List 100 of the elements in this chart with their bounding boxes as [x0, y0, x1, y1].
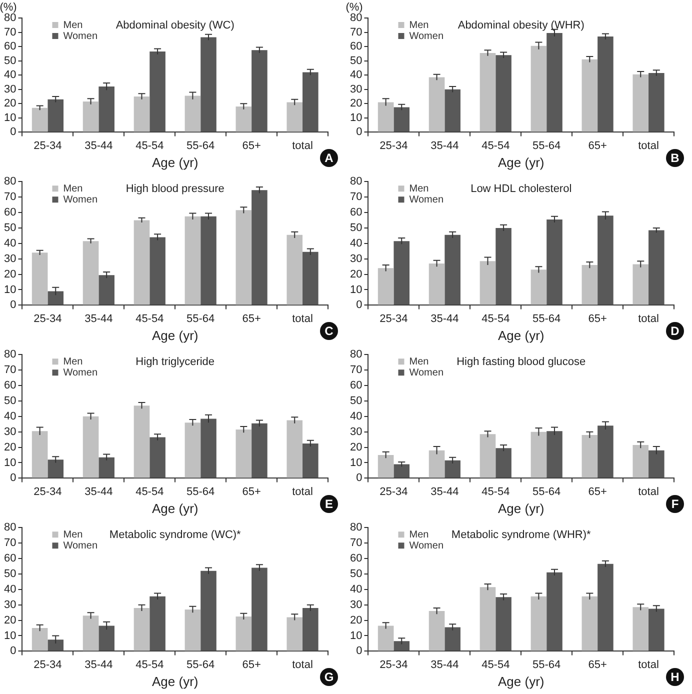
x-tick-label: 65+ [588, 486, 607, 498]
x-tick-label: 35-44 [430, 486, 459, 498]
y-tick-label: 80 [4, 176, 16, 188]
chart-title: High triglyceride [136, 356, 215, 368]
y-tick-label: 40 [350, 69, 362, 82]
x-tick-label: 65+ [242, 486, 261, 498]
chart-title: Metabolic syndrome (WC)* [109, 529, 242, 542]
y-tick-label: 70 [350, 537, 362, 550]
x-tick-label: 45-54 [136, 312, 164, 325]
y-tick-label: 50 [4, 394, 16, 407]
legend-label: Men [409, 356, 429, 368]
x-axis-title: Age (yr) [152, 328, 198, 343]
y-tick-label: 0 [10, 299, 16, 312]
y-tick-label: 0 [10, 645, 16, 658]
x-tick-label: 35-44 [430, 140, 459, 152]
chart-title: Low HDL cholesterol [470, 183, 572, 196]
y-tick-label: 60 [350, 40, 362, 53]
y-tick-label: 20 [4, 441, 16, 454]
chart-title: High fasting blood glucose [456, 356, 586, 368]
x-tick-label: 45-54 [136, 658, 164, 671]
legend-label: Men [63, 356, 83, 368]
text: A [320, 149, 338, 167]
x-tick-label: 35-44 [84, 312, 113, 325]
x-tick-label: 65+ [242, 140, 261, 152]
y-tick-label: 40 [4, 583, 16, 596]
x-tick-label: 45-54 [482, 140, 510, 152]
y-tick-label: 30 [4, 252, 16, 265]
y-tick-label: 0 [356, 472, 362, 484]
x-tick-label: 25-34 [380, 140, 408, 152]
chart-title: Abdominal obesity (WHR) [458, 20, 584, 32]
x-axis-title: Age (yr) [152, 674, 198, 689]
y-tick-label: 50 [350, 394, 362, 407]
x-tick-label: 55-64 [186, 486, 215, 498]
y-tick-label: 10 [4, 284, 16, 296]
x-tick-label: 25-34 [34, 658, 62, 671]
text: C [320, 322, 338, 340]
legend-label: Women [63, 367, 98, 378]
x-tick-label: total [638, 486, 659, 498]
x-tick-label: 65+ [242, 658, 261, 671]
y-tick-label: 60 [4, 206, 16, 219]
x-axis-title: Age (yr) [498, 154, 544, 170]
y-tick-label: 80 [350, 12, 362, 24]
x-tick-label: total [292, 486, 313, 498]
y-tick-label: 70 [350, 26, 362, 38]
y-tick-label: 50 [4, 568, 16, 580]
legend-label: Women [409, 367, 444, 378]
y-tick-label: 50 [350, 222, 362, 234]
y-tick-label: 40 [4, 410, 16, 422]
y-tick-label: 60 [4, 380, 16, 392]
x-axis-title: Age (yr) [498, 500, 544, 516]
y-tick-label: 80 [350, 348, 362, 361]
y-tick-label: 60 [4, 552, 16, 565]
y-axis-title: (%) [0, 2, 17, 14]
y-tick-label: 60 [350, 206, 362, 219]
y-tick-label: 0 [10, 472, 16, 484]
text: F [666, 495, 684, 513]
y-tick-label: 80 [350, 176, 362, 188]
x-tick-label: total [292, 140, 313, 152]
y-tick-label: 60 [350, 380, 362, 392]
y-tick-label: 20 [350, 614, 362, 626]
x-tick-label: 45-54 [482, 312, 510, 325]
y-tick-label: 40 [350, 583, 362, 596]
text: H [666, 668, 684, 686]
y-tick-label: 80 [4, 12, 16, 24]
x-tick-label: 45-54 [482, 486, 510, 498]
legend-label: Women [63, 30, 98, 42]
x-tick-label: 25-34 [380, 658, 408, 671]
y-tick-label: 20 [4, 98, 16, 110]
y-tick-label: 30 [4, 598, 16, 611]
x-tick-label: 65+ [588, 312, 607, 325]
legend-label: Men [409, 529, 429, 540]
y-tick-label: 80 [350, 522, 362, 534]
y-tick-label: 60 [350, 552, 362, 565]
x-tick-label: 25-34 [34, 486, 62, 498]
y-tick-label: 10 [350, 456, 362, 469]
x-tick-label: total [638, 658, 659, 671]
x-tick-label: total [292, 312, 313, 325]
legend-label: Women [409, 540, 444, 552]
y-tick-label: 10 [350, 630, 362, 642]
legend-label: Men [63, 20, 83, 31]
y-tick-label: 30 [350, 252, 362, 265]
x-tick-label: 65+ [588, 658, 607, 671]
y-tick-label: 40 [350, 237, 362, 250]
x-tick-label: 25-34 [380, 486, 408, 498]
x-tick-label: 25-34 [34, 140, 62, 152]
y-tick-label: 0 [356, 126, 362, 138]
y-tick-label: 70 [4, 364, 16, 376]
y-tick-label: 70 [4, 537, 16, 550]
x-tick-label: 65+ [242, 312, 261, 325]
x-tick-label: 45-54 [482, 658, 510, 671]
chart-title: Metabolic syndrome (WHR)* [451, 529, 592, 542]
y-tick-label: 10 [4, 630, 16, 642]
y-tick-label: 20 [4, 268, 16, 280]
x-tick-label: total [638, 312, 659, 325]
y-tick-label: 80 [4, 522, 16, 534]
x-tick-label: 55-64 [186, 658, 215, 671]
y-tick-label: 50 [4, 54, 16, 67]
y-tick-label: 30 [350, 598, 362, 611]
legend-label: Men [409, 183, 429, 194]
y-tick-label: 70 [350, 364, 362, 376]
